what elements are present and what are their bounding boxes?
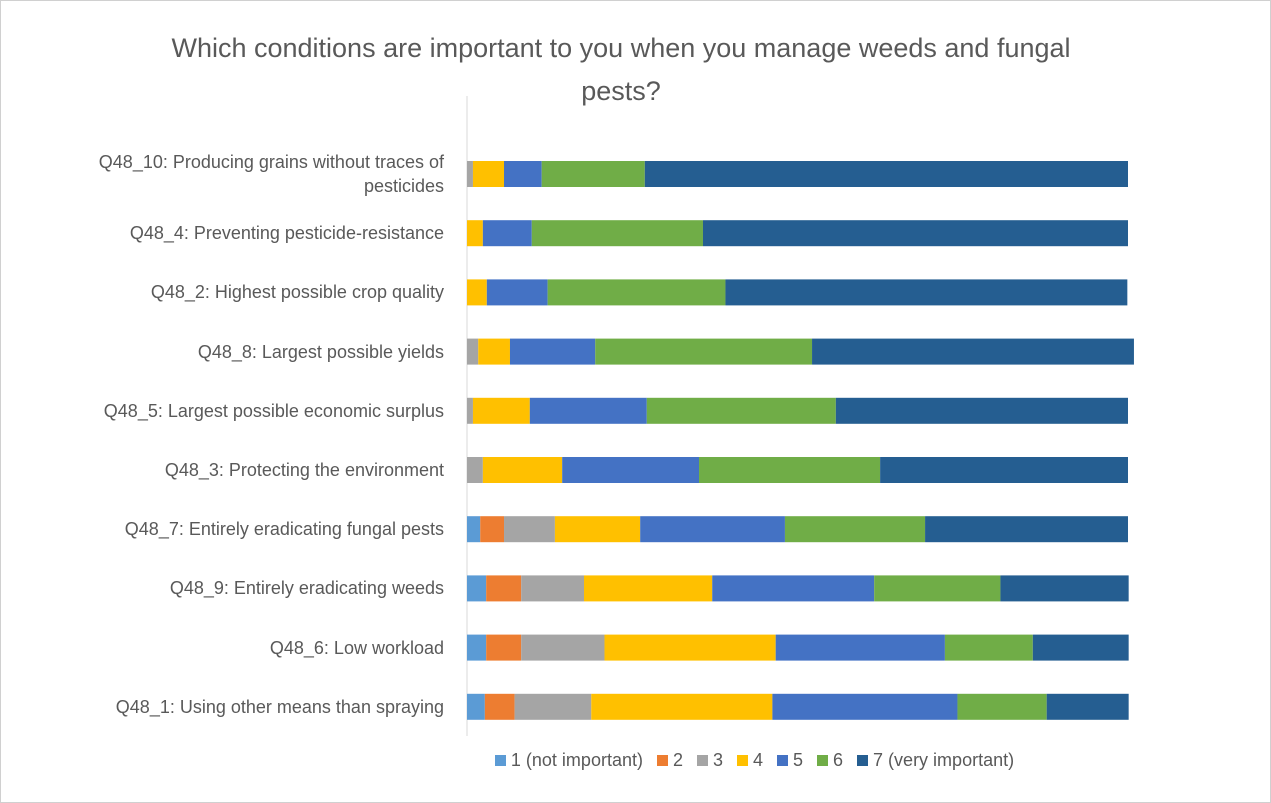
bar-segment <box>486 575 522 602</box>
bar-segment <box>702 220 1128 247</box>
legend-label: 4 <box>753 750 764 770</box>
legend-label: 2 <box>672 750 683 770</box>
bar-segment <box>835 397 1128 424</box>
bar-segment <box>484 693 515 720</box>
legend-swatch <box>817 755 829 766</box>
category-label: Q48_6: Low workload <box>269 637 444 658</box>
legend-label: 5 <box>793 750 804 770</box>
legend-swatch <box>857 755 869 766</box>
bar-segment <box>486 634 522 661</box>
legend-label: 6 <box>833 750 844 770</box>
bar-segment <box>482 457 563 483</box>
bar-segment <box>595 338 813 365</box>
bar-segment <box>478 338 510 365</box>
legend-item: 7 (very important) <box>857 750 1014 771</box>
bar-segment <box>775 634 945 661</box>
bar-segment <box>467 634 487 661</box>
bar-segment <box>514 693 592 720</box>
bar-segment <box>1032 634 1129 661</box>
category-label: Q48_8: Largest possible yields <box>197 341 444 362</box>
bar-segment <box>467 279 487 306</box>
bar-segment <box>467 220 483 247</box>
bar-segment <box>467 575 487 602</box>
category-label: Q48_3: Protecting the environment <box>164 460 444 480</box>
bar-segment <box>531 220 703 247</box>
category-label: Q48_10: Producing grains without traces … <box>98 152 444 196</box>
category-label: Q48_4: Preventing pesticide-resistance <box>129 223 444 244</box>
bar-segment <box>874 575 1001 602</box>
bar-segment <box>467 338 479 365</box>
bar-segment <box>772 693 958 720</box>
category-label: Q48_5: Largest possible economic surplus <box>103 400 444 421</box>
category-label: Q48_7: Entirely eradicating fungal pests <box>124 519 444 540</box>
bar-segment <box>541 161 645 187</box>
bar-segment <box>644 161 1128 187</box>
bar-segment <box>480 516 505 543</box>
legend-item: 3 <box>696 750 723 771</box>
legend-label: 1 (not important) <box>510 750 643 770</box>
bar-segment <box>1000 575 1129 602</box>
legend-swatch <box>656 755 668 766</box>
bar-segment <box>486 279 548 306</box>
legend-item: 2 <box>656 750 683 771</box>
legend-label: 7 (very important) <box>873 750 1015 770</box>
chart-title: Which conditions are important to you wh… <box>171 33 1071 106</box>
legend-swatch <box>777 755 789 766</box>
bar-segment <box>604 634 776 661</box>
bar-segment <box>640 516 785 543</box>
bar-segment <box>784 516 926 543</box>
bar-segment <box>467 397 473 424</box>
bar-segment <box>467 693 485 720</box>
legend-label: 3 <box>712 750 723 770</box>
bar-segment <box>504 161 542 187</box>
category-label: Q48_9: Entirely eradicating weeds <box>169 578 444 599</box>
bar-segment <box>925 516 1128 543</box>
bar-segment <box>562 457 700 483</box>
bar-segment <box>1046 693 1129 720</box>
bar-segment <box>529 397 647 424</box>
bar-segment <box>725 279 1128 306</box>
legend-item: 5 <box>777 750 803 771</box>
bar-segment <box>547 279 726 306</box>
bar-segment <box>521 634 605 661</box>
bar-segment <box>472 397 530 424</box>
legend: 1 (not important) 2 3 4 5 6 7 (very important) <box>1 750 1271 771</box>
category-label: Q48_1: Using other means than spraying <box>115 696 444 717</box>
category-label: Q48_2: Highest possible crop quality <box>150 282 444 303</box>
bar-segment <box>712 575 875 602</box>
bar-segment <box>521 575 584 602</box>
legend-item: 6 <box>817 750 843 771</box>
bar-segment <box>880 457 1128 483</box>
legend-swatch <box>696 755 708 766</box>
bar-segment <box>944 634 1033 661</box>
legend-swatch <box>737 755 748 766</box>
bar-segment <box>467 161 473 187</box>
bar-segment <box>591 693 773 720</box>
bar-segment <box>472 161 505 187</box>
bar-segment <box>482 220 532 247</box>
bar-segment <box>812 338 1134 365</box>
bar-segment <box>509 338 596 365</box>
bar-segment <box>699 457 881 483</box>
bar-segment <box>554 516 641 543</box>
legend-swatch <box>494 755 506 766</box>
bar-segment <box>646 397 836 424</box>
bar-segment <box>467 457 483 483</box>
bar-segment <box>957 693 1047 720</box>
bar-segment <box>467 516 481 543</box>
bar-segment <box>583 575 713 602</box>
legend-item: 4 <box>737 750 763 771</box>
legend-item: 1 (not important) <box>494 750 643 771</box>
bar-segment <box>504 516 555 543</box>
